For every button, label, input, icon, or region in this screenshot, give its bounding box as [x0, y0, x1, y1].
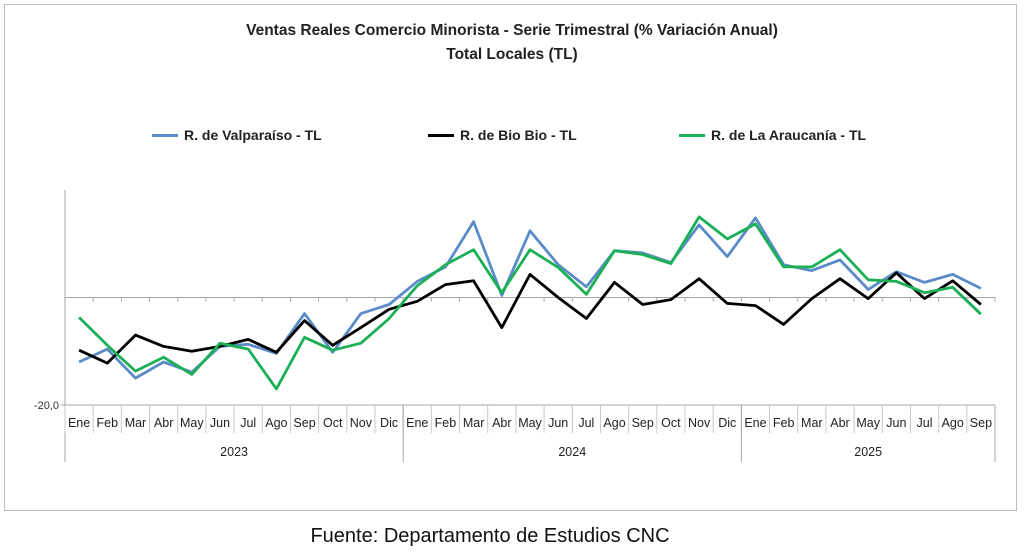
legend: R. de Valparaíso - TL R. de Bio Bio - TL…	[0, 127, 1024, 147]
x-tick-label: Nov	[350, 416, 373, 430]
x-tick-label: Feb	[435, 416, 457, 430]
chart-title: Ventas Reales Comercio Minorista - Serie…	[246, 22, 778, 39]
x-tick-label: Dic	[718, 416, 736, 430]
x-tick-label: Dic	[380, 416, 398, 430]
x-tick-label: May	[180, 416, 204, 430]
x-tick-label: Feb	[773, 416, 795, 430]
legend-swatch	[152, 133, 178, 137]
source-note: Fuente: Departamento de Estudios CNC	[310, 525, 670, 547]
x-tick-label: Abr	[154, 416, 173, 430]
x-tick-label: Oct	[661, 416, 681, 430]
year-label: 2025	[854, 445, 882, 459]
x-tick-label: Ene	[406, 416, 428, 430]
x-tick-label: Feb	[96, 416, 118, 430]
legend-swatch	[679, 133, 705, 137]
x-tick-label: Ago	[265, 416, 287, 430]
legend-label: R. de Valparaíso - TL	[184, 127, 322, 143]
x-tick-label: Sep	[293, 416, 315, 430]
legend-swatch	[428, 133, 454, 137]
chart-subtitle: Total Locales (TL)	[446, 46, 578, 63]
legend-item-valparaiso: R. de Valparaíso - TL	[152, 127, 322, 143]
x-tick-label: Ene	[68, 416, 90, 430]
x-tick-label: Abr	[492, 416, 511, 430]
x-tick-label: Jun	[886, 416, 906, 430]
x-tick-label: Mar	[125, 416, 147, 430]
legend-label: R. de Bio Bio - TL	[460, 127, 577, 143]
x-tick-label: Mar	[463, 416, 485, 430]
x-tick-label: Ene	[744, 416, 766, 430]
x-tick-label: Jul	[578, 416, 594, 430]
legend-label: R. de La Araucanía - TL	[711, 127, 867, 143]
x-tick-label: Jun	[210, 416, 230, 430]
x-tick-label: May	[518, 416, 542, 430]
x-tick-label: Jul	[917, 416, 933, 430]
x-tick-label: Nov	[688, 416, 711, 430]
x-tick-label: Oct	[323, 416, 343, 430]
year-label: 2023	[220, 445, 248, 459]
series-line-2	[78, 215, 982, 391]
chart-frame	[4, 4, 1017, 511]
x-tick-label: Sep	[632, 416, 654, 430]
x-tick-label: Sep	[970, 416, 992, 430]
x-tick-label: May	[856, 416, 880, 430]
x-tick-label: Mar	[801, 416, 823, 430]
year-label: 2024	[558, 445, 586, 459]
x-tick-label: Abr	[830, 416, 849, 430]
y-tick-label: -20,0	[34, 400, 59, 412]
x-tick-label: Jul	[240, 416, 256, 430]
x-tick-label: Ago	[603, 416, 625, 430]
legend-item-araucania: R. de La Araucanía - TL	[679, 127, 866, 143]
x-tick-label: Jun	[548, 416, 568, 430]
x-tick-label: Ago	[942, 416, 964, 430]
legend-item-biobio: R. de Bio Bio - TL	[428, 127, 577, 143]
